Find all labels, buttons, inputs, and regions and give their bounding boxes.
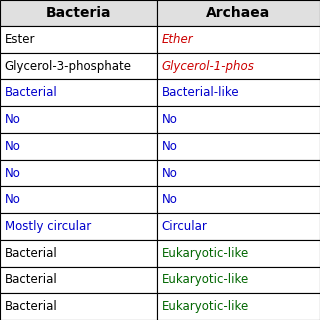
- Bar: [0, 26, 157, 53]
- Bar: [0, 133, 157, 160]
- Bar: [0, 106, 157, 133]
- Bar: [157, 133, 320, 160]
- Bar: [157, 186, 320, 213]
- Text: Eukaryotic-like: Eukaryotic-like: [162, 273, 249, 286]
- Bar: [157, 267, 320, 293]
- Text: No: No: [5, 113, 21, 126]
- Bar: [0, 213, 157, 240]
- Bar: [157, 106, 320, 133]
- Text: Mostly circular: Mostly circular: [5, 220, 91, 233]
- Text: Bacterial: Bacterial: [5, 86, 58, 99]
- Bar: [157, 53, 320, 79]
- Bar: [0, 79, 157, 106]
- Bar: [157, 293, 320, 320]
- Bar: [157, 79, 320, 106]
- Bar: [0, 160, 157, 186]
- Text: Glycerol-1-phos: Glycerol-1-phos: [162, 60, 254, 73]
- Text: No: No: [5, 166, 21, 180]
- Bar: [157, 240, 320, 267]
- Text: Bacteria: Bacteria: [46, 6, 111, 20]
- Bar: [0, 0, 157, 26]
- Bar: [0, 267, 157, 293]
- Text: Glycerol-3-phosphate: Glycerol-3-phosphate: [5, 60, 132, 73]
- Bar: [157, 213, 320, 240]
- Text: Bacterial-like: Bacterial-like: [162, 86, 239, 99]
- Text: No: No: [5, 140, 21, 153]
- Bar: [157, 160, 320, 186]
- Bar: [0, 53, 157, 79]
- Text: Ether: Ether: [162, 33, 193, 46]
- Text: Bacterial: Bacterial: [5, 273, 58, 286]
- Bar: [157, 0, 320, 26]
- Text: Ester: Ester: [5, 33, 35, 46]
- Text: Circular: Circular: [162, 220, 207, 233]
- Text: No: No: [162, 193, 178, 206]
- Bar: [0, 240, 157, 267]
- Text: No: No: [162, 113, 178, 126]
- Text: No: No: [162, 140, 178, 153]
- Text: Bacterial: Bacterial: [5, 247, 58, 260]
- Text: Archaea: Archaea: [206, 6, 270, 20]
- Text: Bacterial: Bacterial: [5, 300, 58, 313]
- Bar: [0, 186, 157, 213]
- Bar: [157, 26, 320, 53]
- Text: No: No: [5, 193, 21, 206]
- Text: Eukaryotic-like: Eukaryotic-like: [162, 247, 249, 260]
- Bar: [0, 293, 157, 320]
- Text: No: No: [162, 166, 178, 180]
- Text: Eukaryotic-like: Eukaryotic-like: [162, 300, 249, 313]
